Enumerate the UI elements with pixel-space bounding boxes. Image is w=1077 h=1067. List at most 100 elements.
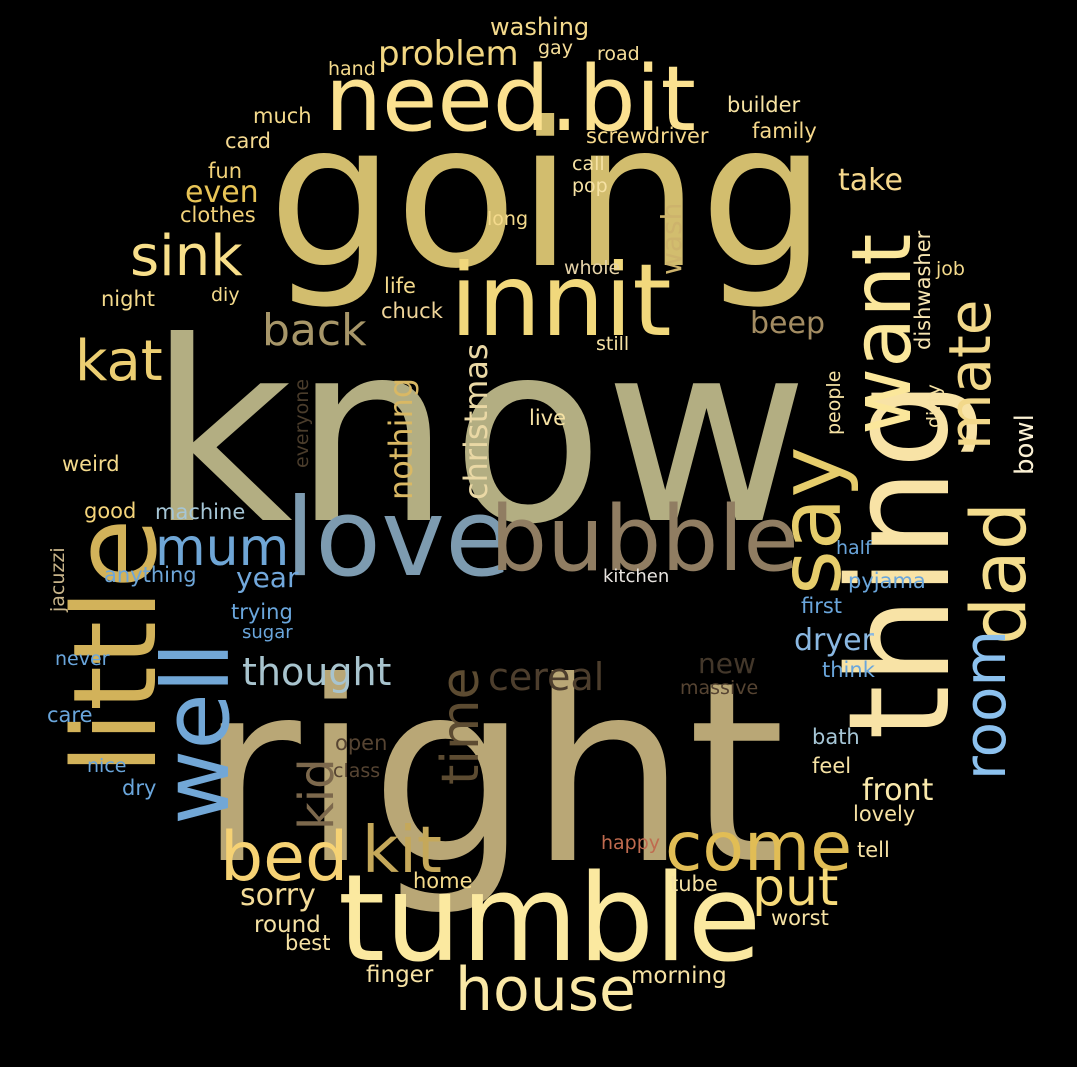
word-bubble: bubble — [490, 487, 799, 592]
word-care: care — [47, 703, 93, 727]
word-builder: builder — [727, 93, 801, 117]
word-dirty: dirty — [923, 384, 945, 428]
word-home: home — [413, 869, 473, 893]
word-everyone: everyone — [291, 379, 313, 468]
word-kitchen: kitchen — [603, 566, 669, 587]
word-anything: anything — [104, 563, 197, 587]
word-happy: happy — [601, 832, 660, 854]
word-come: come — [665, 808, 852, 887]
words-group: know right going tumble thing little lovebubbl… — [47, 13, 1043, 1025]
word-need-bit: need.bit — [325, 47, 696, 152]
word-nothing: nothing — [382, 378, 420, 500]
word-much: much — [253, 104, 312, 128]
word-sorry: sorry — [240, 878, 316, 913]
word-kat: kat — [75, 329, 163, 394]
word-love: love — [285, 476, 511, 601]
word-little: little — [49, 518, 183, 775]
word-live: live — [529, 406, 566, 430]
word-round: round — [254, 912, 321, 938]
word-morning: morning — [631, 963, 727, 989]
word-even: even — [185, 175, 259, 210]
word-cereal: cereal — [488, 655, 604, 699]
word-wash: wash — [655, 203, 688, 275]
word-road: road — [597, 43, 640, 65]
word-family: family — [752, 119, 817, 143]
word-kit: kit — [362, 814, 442, 888]
word-first: first — [801, 594, 842, 618]
word-want: want — [835, 234, 930, 435]
word-feel: feel — [812, 754, 851, 778]
word-kid: kid — [289, 758, 345, 830]
word-night: night — [101, 287, 155, 311]
word-nice: nice — [87, 755, 126, 777]
word-thing: thing — [819, 380, 982, 740]
word-dad: dad — [954, 502, 1043, 645]
word-back: back — [262, 305, 367, 356]
word-new: new — [698, 647, 756, 680]
word-say: say — [761, 447, 861, 595]
word-fun: fun — [208, 159, 242, 183]
word-house: house — [455, 955, 636, 1025]
word-front: front — [862, 773, 934, 808]
word-finger: finger — [366, 962, 434, 988]
word-dry: dry — [122, 776, 156, 800]
word-sugar: sugar — [242, 622, 293, 643]
word-people: people — [823, 371, 845, 435]
word-machine: machine — [155, 500, 245, 524]
word-going: going — [268, 80, 827, 313]
word-time: time — [431, 668, 491, 785]
word-massive: massive — [680, 677, 758, 699]
word-take: take — [838, 163, 903, 198]
word-dishwasher: dishwasher — [911, 230, 935, 350]
word-innit: innit — [450, 242, 672, 359]
word-year: year — [236, 561, 299, 594]
word-weird: weird — [62, 452, 120, 476]
word-bowl: bowl — [1010, 414, 1040, 475]
word-christmas: christmas — [457, 343, 495, 500]
word-life: life — [384, 274, 416, 298]
word-think: think — [822, 658, 876, 682]
word-class: class — [333, 760, 380, 782]
word-card: card — [225, 129, 271, 153]
word-know: know — [148, 288, 809, 579]
word-tell: tell — [857, 838, 890, 862]
word-tube: tube — [670, 872, 718, 896]
word-never: never — [55, 648, 110, 670]
word-long: long — [487, 208, 528, 230]
word-put: put — [752, 858, 838, 918]
word-chuck: chuck — [381, 299, 444, 323]
word-gay: gay — [538, 37, 573, 59]
word-pop: pop — [572, 175, 608, 197]
word-good: good — [84, 499, 136, 523]
word-best: best — [285, 931, 330, 955]
word-room: room — [951, 630, 1019, 780]
word-washing: washing — [490, 13, 589, 41]
word-thought: thought — [242, 650, 391, 694]
word-diy: diy — [211, 284, 240, 306]
word-worst: worst — [771, 906, 829, 930]
word-still: still — [596, 333, 629, 355]
word-tumble: tumble — [338, 850, 761, 989]
word-open: open — [335, 731, 387, 755]
word-mum: mum — [155, 518, 289, 578]
word-pyjama: pyjama — [848, 569, 926, 593]
word-clothes: clothes — [180, 203, 256, 227]
word-bed: bed — [220, 818, 348, 897]
word-well: well — [143, 642, 250, 825]
word-right: right — [198, 628, 785, 919]
word-call: call — [572, 153, 605, 175]
word-job: job — [935, 258, 965, 280]
word-half: half — [836, 537, 873, 559]
word-sink: sink — [130, 224, 243, 289]
word-hand: hand — [328, 58, 376, 80]
word-beep: beep — [750, 306, 825, 341]
word-dryer: dryer — [794, 623, 875, 658]
word-trying: trying — [231, 600, 293, 624]
word-mate: mate — [936, 300, 1004, 450]
word-bath: bath — [812, 725, 860, 749]
word-problem: problem — [378, 34, 519, 74]
word-whole: whole — [564, 257, 620, 279]
word-screwdriver: screwdriver — [586, 124, 709, 148]
